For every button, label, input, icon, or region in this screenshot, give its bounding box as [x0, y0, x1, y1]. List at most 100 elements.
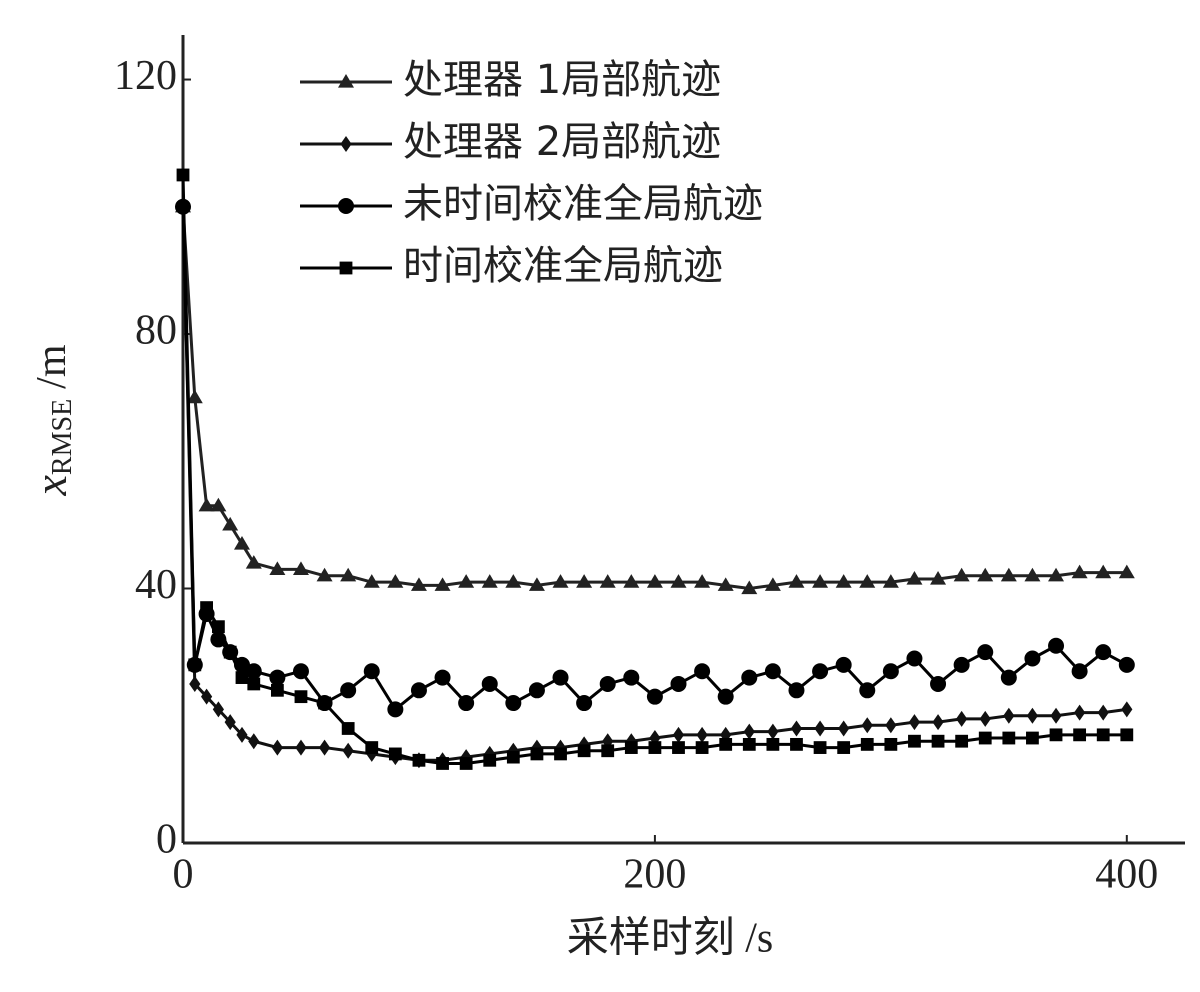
data-point [788, 682, 805, 699]
data-point [458, 695, 475, 712]
data-point [576, 574, 593, 588]
data-point [764, 577, 781, 591]
data-point [363, 663, 380, 680]
data-point [1003, 707, 1015, 724]
data-point [1095, 644, 1112, 661]
data-point [1048, 567, 1065, 582]
data-point [483, 753, 497, 767]
data-point [743, 723, 755, 740]
data-point [1095, 564, 1112, 579]
data-point [340, 682, 357, 699]
data-point [859, 682, 876, 699]
data-point [528, 682, 545, 699]
y-label-symbol: x [25, 475, 76, 497]
data-point [931, 734, 945, 748]
data-point [860, 737, 874, 751]
data-point [648, 741, 662, 754]
data-point [672, 741, 685, 754]
data-point [235, 671, 249, 684]
data-point [1026, 731, 1039, 745]
data-point [741, 580, 758, 595]
legend-label: 时间校准全局航迹 [403, 243, 723, 289]
data-point [906, 650, 923, 667]
data-point [788, 574, 805, 588]
data-point [410, 682, 427, 699]
data-point [670, 675, 687, 692]
data-point [646, 574, 663, 588]
data-point [837, 741, 851, 754]
data-point [176, 168, 190, 182]
data-point [388, 747, 402, 761]
data-point [434, 577, 451, 591]
data-point [1049, 728, 1063, 742]
legend-marker [339, 261, 353, 275]
x-axis-label: 采样时刻 /s [567, 916, 774, 962]
legend-label: 处理器 2局部航迹 [403, 119, 721, 165]
data-point [930, 675, 947, 692]
data-point [481, 675, 498, 692]
data-point [434, 669, 451, 686]
data-point [552, 669, 569, 686]
data-point [186, 389, 203, 404]
data-point [1118, 564, 1135, 579]
series-line [181, 206, 1128, 762]
legend-marker [338, 74, 354, 88]
data-point [530, 747, 544, 761]
data-point [200, 601, 213, 614]
data-point [295, 739, 307, 756]
data-point [212, 701, 224, 718]
data-point [188, 658, 202, 672]
data-point [955, 734, 969, 748]
data-point [576, 695, 593, 712]
data-point [459, 757, 473, 770]
data-point [908, 734, 921, 748]
data-point [766, 737, 780, 751]
x-tick-label: 0 [173, 852, 194, 898]
data-point [930, 570, 947, 585]
data-point [979, 710, 991, 727]
y-tick-label: 80 [135, 308, 177, 354]
data-point [646, 688, 663, 705]
data-point [696, 726, 708, 743]
data-point [1071, 663, 1088, 680]
data-point [838, 720, 850, 737]
data-point [245, 663, 262, 680]
data-point [270, 683, 284, 697]
data-point [292, 663, 309, 680]
data-point [436, 757, 449, 770]
data-point [318, 739, 331, 756]
data-point [695, 741, 709, 754]
data-point [859, 574, 876, 588]
data-point [271, 739, 283, 756]
data-point [198, 497, 215, 512]
data-point [365, 741, 379, 754]
data-point [292, 561, 309, 576]
data-point [552, 574, 569, 588]
data-point [1002, 731, 1016, 745]
data-point [717, 688, 734, 705]
data-point [767, 723, 779, 740]
data-point [233, 535, 250, 550]
data-point [1026, 707, 1039, 724]
x-tick-label: 400 [1095, 852, 1158, 898]
data-point [269, 669, 286, 686]
legend-marker [338, 198, 354, 214]
data-point [932, 714, 944, 731]
data-point [506, 750, 520, 764]
data-point [599, 675, 616, 692]
data-point [812, 663, 829, 680]
data-point [1120, 728, 1134, 742]
data-point [528, 577, 545, 591]
data-point [977, 567, 994, 582]
data-point [623, 669, 640, 686]
data-point [1048, 637, 1065, 654]
x-tick-label: 200 [623, 852, 686, 898]
data-point [814, 720, 826, 737]
legend-marker [340, 136, 352, 152]
y-tick-label: 40 [135, 562, 177, 608]
data-point [719, 737, 733, 751]
data-point [906, 570, 923, 585]
data-point [623, 574, 640, 588]
data-point [1050, 707, 1062, 724]
